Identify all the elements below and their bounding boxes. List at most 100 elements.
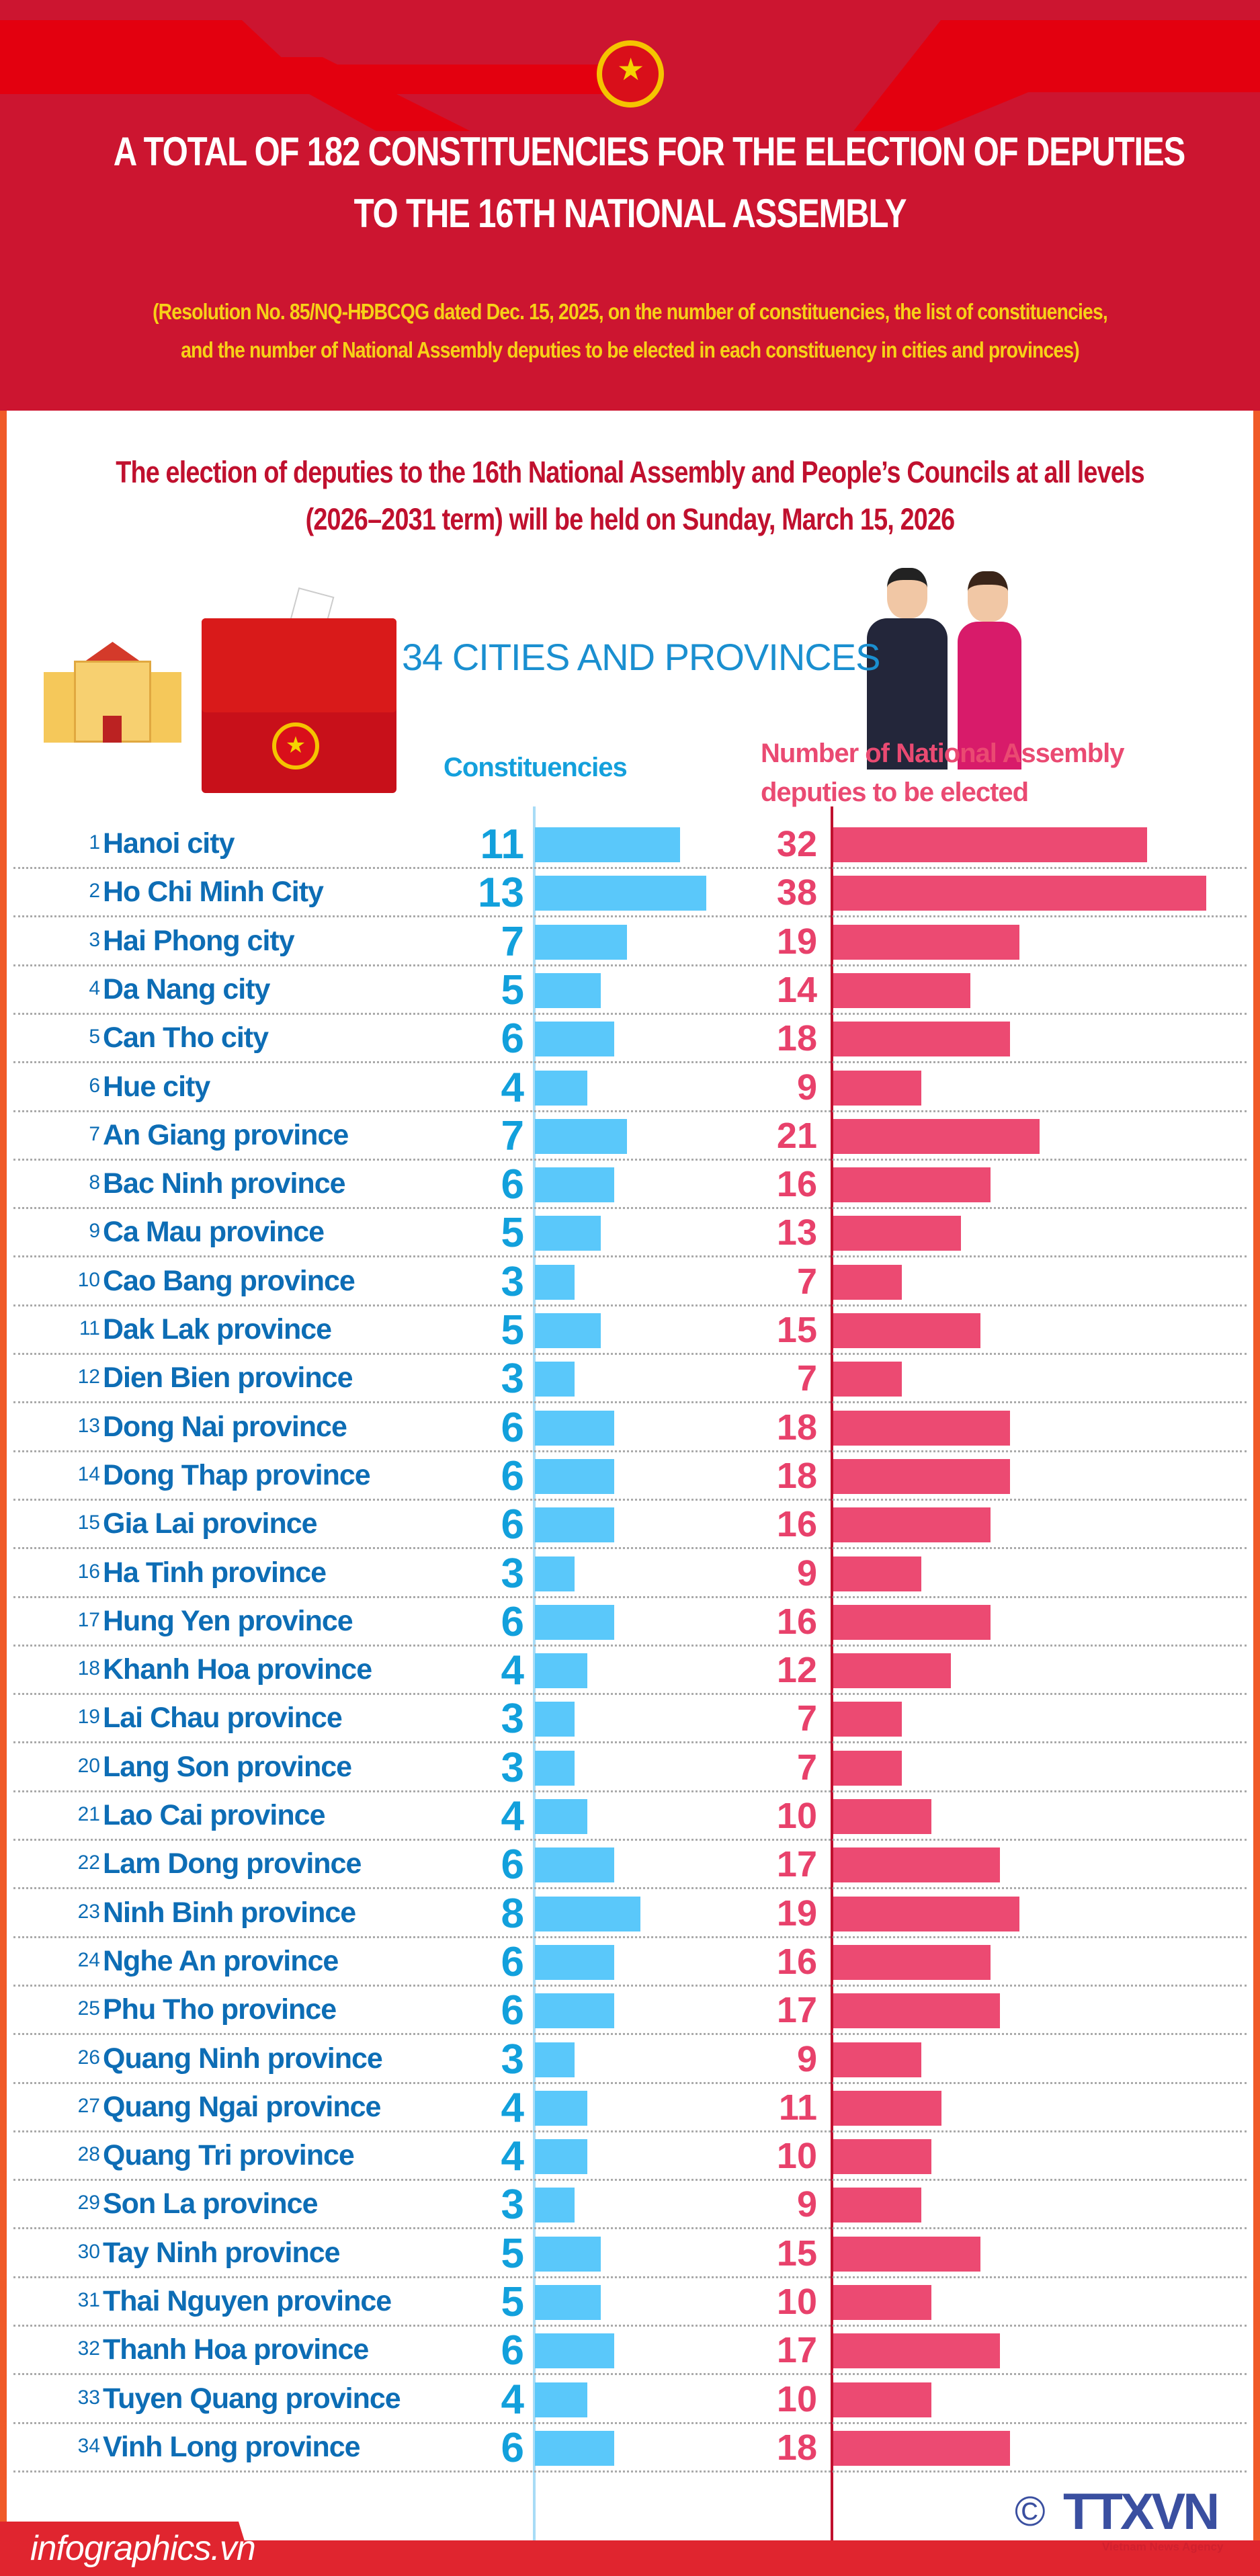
header-decoration-right — [853, 20, 1260, 131]
constituencies-value: 5 — [501, 1307, 524, 1354]
deputies-bar — [833, 1362, 902, 1397]
table-row: 31 Thai Nguyen province 5 10 — [13, 2278, 1247, 2327]
deputies-bar — [833, 827, 1148, 862]
table-row: 30 Tay Ninh province 5 15 — [13, 2230, 1247, 2278]
constituencies-bar — [535, 1458, 614, 1494]
deputies-value: 16 — [776, 1164, 817, 1205]
constituencies-axis-line — [533, 806, 536, 2547]
footer-band — [0, 2540, 1260, 2576]
row-index: 5 — [89, 1026, 100, 1048]
row-index: 19 — [77, 1706, 100, 1729]
row-index: 10 — [77, 1268, 100, 1291]
province-name: Dien Bien province — [103, 1362, 353, 1395]
row-index: 15 — [77, 1511, 100, 1534]
deputies-value: 7 — [796, 1261, 817, 1302]
constituencies-bar — [535, 1702, 575, 1737]
province-name: Quang Tri province — [103, 2139, 355, 2172]
table-row: 2 Ho Chi Minh City 13 38 — [13, 869, 1247, 918]
deputies-value: 19 — [776, 1893, 817, 1934]
constituencies-value: 3 — [501, 1550, 524, 1597]
deputies-value: 18 — [776, 1018, 817, 1059]
deputies-value: 16 — [776, 1601, 817, 1642]
table-row: 3 Hai Phong city 7 19 — [13, 918, 1247, 966]
table-row: 26 Quang Ninh province 3 9 — [13, 2036, 1247, 2084]
table-row: 33 Tuyen Quang province 4 10 — [13, 2376, 1247, 2424]
deputies-bar — [833, 2090, 941, 2126]
province-name: Quang Ngai province — [103, 2090, 381, 2123]
constituencies-value: 5 — [501, 966, 524, 1013]
row-index: 27 — [77, 2094, 100, 2117]
constituencies-value: 6 — [501, 1841, 524, 1888]
deputies-bar — [833, 972, 971, 1008]
constituencies-bar — [535, 1167, 614, 1203]
table-row: 21 Lao Cai province 4 10 — [13, 1792, 1247, 1841]
deputies-bar — [833, 1653, 952, 1689]
constituencies-bar — [535, 1750, 575, 1786]
constituencies-bar — [535, 827, 680, 862]
deputies-value: 10 — [776, 2136, 817, 2177]
deputies-axis-line — [831, 806, 833, 2547]
deputies-value: 10 — [776, 1796, 817, 1836]
table-row: 25 Phu Tho province 6 17 — [13, 1987, 1247, 2036]
constituencies-value: 4 — [501, 2376, 524, 2423]
constituencies-bar — [535, 1022, 614, 1057]
province-name: Gia Lai province — [103, 1507, 318, 1540]
deputies-value: 14 — [776, 969, 817, 1010]
row-index: 22 — [77, 1852, 100, 1874]
table-row: 7 An Giang province 7 21 — [13, 1112, 1247, 1161]
province-name: Nghe An province — [103, 1944, 339, 1977]
constituencies-value: 5 — [501, 2230, 524, 2277]
province-name: Da Nang city — [103, 972, 270, 1005]
deputies-value: 15 — [776, 1310, 817, 1350]
deputies-header-line2: deputies to be elected — [761, 778, 1029, 807]
deputies-bar — [833, 1750, 902, 1786]
deputies-bar — [833, 1022, 1010, 1057]
deputies-value: 7 — [796, 1698, 817, 1739]
table-row: 29 Son La province 3 9 — [13, 2181, 1247, 2230]
constituencies-value: 13 — [478, 870, 524, 917]
deputies-bar — [833, 2382, 931, 2417]
table-row: 20 Lang Son province 3 7 — [13, 1744, 1247, 1792]
constituencies-bar — [535, 1653, 588, 1689]
deputies-value: 17 — [776, 2330, 817, 2371]
table-row: 24 Nghe An province 6 16 — [13, 1938, 1247, 1987]
province-name: Hai Phong city — [103, 924, 295, 957]
deputies-value: 13 — [776, 1212, 817, 1253]
deputies-bar — [833, 1458, 1010, 1494]
constituencies-value: 6 — [501, 2424, 524, 2471]
header-banner: ★ A TOTAL OF 182 CONSTITUENCIES FOR THE … — [0, 0, 1260, 411]
table-row: 4 Da Nang city 5 14 — [13, 966, 1247, 1015]
province-name: Dong Nai province — [103, 1410, 347, 1443]
constituencies-bar — [535, 1993, 614, 2029]
constituencies-value: 11 — [480, 821, 524, 868]
election-info-line1: The election of deputies to the 16th Nat… — [116, 455, 1144, 489]
subtitle-line2: and the number of National Assembly depu… — [181, 337, 1080, 362]
site-name: infographics.vn — [30, 2529, 256, 2568]
province-name: Son La province — [103, 2188, 319, 2220]
province-name: Ca Mau province — [103, 1216, 325, 1249]
row-index: 3 — [89, 928, 100, 951]
deputies-bar — [833, 1799, 931, 1834]
deputies-value: 17 — [776, 1990, 817, 2031]
constituencies-value: 4 — [501, 2133, 524, 2180]
province-name: Quang Ninh province — [103, 2042, 383, 2075]
table-row: 6 Hue city 4 9 — [13, 1064, 1247, 1112]
province-name: Bac Ninh province — [103, 1167, 346, 1200]
constituencies-value: 3 — [501, 2182, 524, 2229]
deputies-value: 18 — [776, 1407, 817, 1448]
province-name: Hue city — [103, 1070, 210, 1103]
table-row: 13 Dong Nai province 6 18 — [13, 1404, 1247, 1452]
table-row: 15 Gia Lai province 6 16 — [13, 1501, 1247, 1550]
constituencies-bar — [535, 924, 628, 960]
province-name: Ho Chi Minh City — [103, 876, 324, 909]
subtitle-line1: (Resolution No. 85/NQ-HĐBCQG dated Dec. … — [153, 299, 1108, 324]
logo-text: TTXVN — [1063, 2483, 1220, 2540]
constituencies-bar — [535, 1410, 614, 1446]
province-name: Thai Nguyen province — [103, 2285, 392, 2317]
deputies-bar — [833, 1070, 922, 1106]
constituencies-bar — [535, 2139, 588, 2175]
province-name: Lang Son province — [103, 1750, 352, 1783]
row-index: 13 — [77, 1414, 100, 1437]
constituencies-bar — [535, 1896, 640, 1931]
copyright-icon: © — [1015, 2489, 1046, 2535]
